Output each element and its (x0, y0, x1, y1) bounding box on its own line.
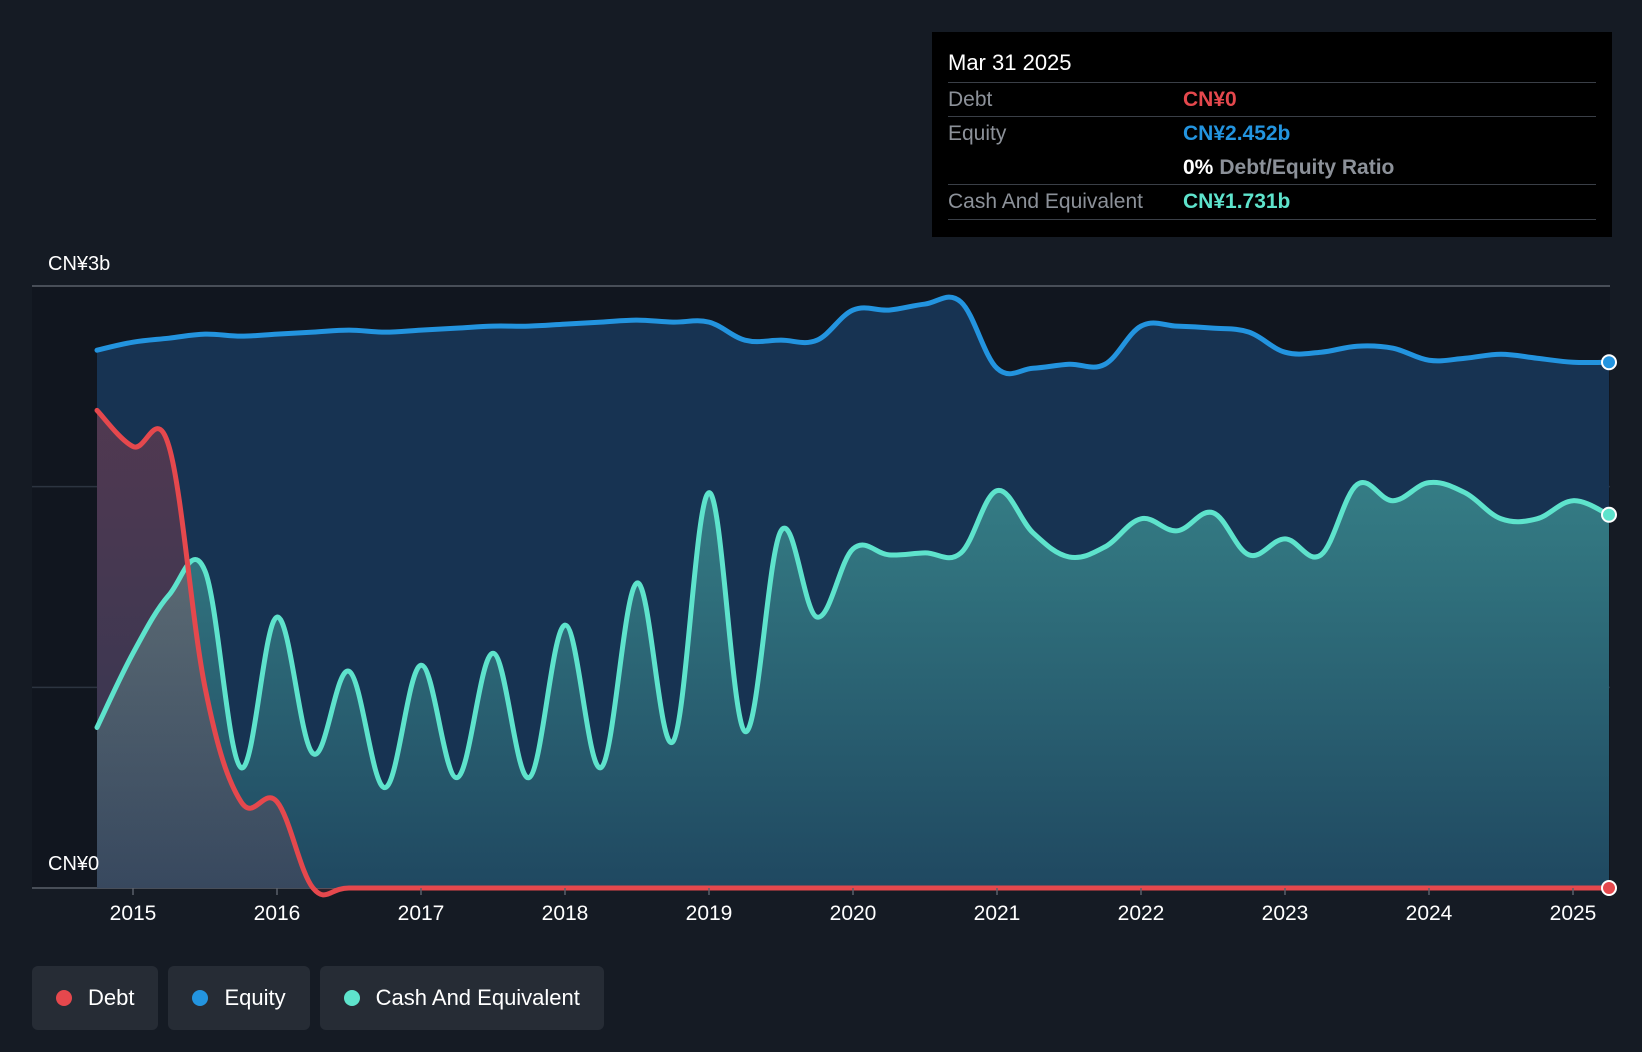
tooltip-ratio: 0% Debt/Equity Ratio (1183, 156, 1394, 180)
tooltip-equity-label: Equity (948, 122, 1007, 145)
legend-item-equity[interactable]: Equity (168, 966, 310, 1030)
legend-label-equity: Equity (224, 985, 286, 1010)
x-tick-label: 2018 (542, 902, 589, 925)
tooltip-debt-value: CN¥0 (1183, 88, 1237, 111)
x-tick-label: 2022 (1118, 902, 1165, 925)
x-tick-label: 2025 (1550, 902, 1597, 925)
area-debt (97, 410, 1609, 895)
x-tick-label: 2021 (974, 902, 1021, 925)
tooltip-debt-label: Debt (948, 88, 993, 111)
x-tick-label: 2016 (254, 902, 301, 925)
x-tick-label: 2017 (398, 902, 445, 925)
legend-item-debt[interactable]: Debt (32, 966, 159, 1030)
tooltip-ratio-label: Debt/Equity Ratio (1219, 156, 1395, 179)
x-tick-label: 2015 (110, 902, 157, 925)
tooltip-panel: Mar 31 2025 Debt CN¥0 Equity CN¥2.452b 0… (932, 32, 1612, 237)
tooltip-row-cash: Cash And Equivalent CN¥1.731b (948, 184, 1596, 220)
legend-dot-cash-icon (343, 990, 360, 1006)
legend-item-cash[interactable]: Cash And Equivalent (319, 966, 604, 1030)
tooltip-ratio-value: 0% (1183, 156, 1214, 179)
tooltip-row-debt: Debt CN¥0 (948, 82, 1596, 117)
series-line-cash-and-equivalent (94, 479, 1612, 791)
tooltip-date: Mar 31 2025 (948, 50, 1072, 75)
tooltip-cash-label: Cash And Equivalent (948, 190, 1143, 213)
x-tick-label: 2020 (830, 902, 877, 925)
legend-label-cash: Cash And Equivalent (375, 985, 580, 1010)
end-point-cash-and-equivalent[interactable] (1601, 506, 1617, 523)
y-axis-bottom-label: CN¥0 (48, 853, 99, 875)
legend-dot-debt-icon (56, 990, 72, 1006)
legend-dot-equity-icon (192, 990, 209, 1006)
end-point-equity[interactable] (1601, 354, 1617, 371)
tooltip-equity-value: CN¥2.452b (1183, 122, 1291, 145)
tooltip-cash-value: CN¥1.731b (1183, 190, 1291, 213)
legend: Debt Equity Cash And Equivalent (32, 966, 604, 1030)
y-axis-top-label: CN¥3b (48, 253, 110, 275)
area-cash-and-equivalent (97, 482, 1609, 888)
legend-label-debt: Debt (88, 985, 135, 1010)
tooltip-row-equity: Equity CN¥2.452b 0% Debt/Equity Ratio (948, 116, 1596, 185)
end-point-debt[interactable] (1601, 880, 1617, 896)
series-line-equity (94, 294, 1612, 377)
x-tick-label: 2023 (1262, 902, 1309, 925)
x-tick-label: 2024 (1406, 902, 1453, 925)
x-tick-label: 2019 (686, 902, 733, 925)
